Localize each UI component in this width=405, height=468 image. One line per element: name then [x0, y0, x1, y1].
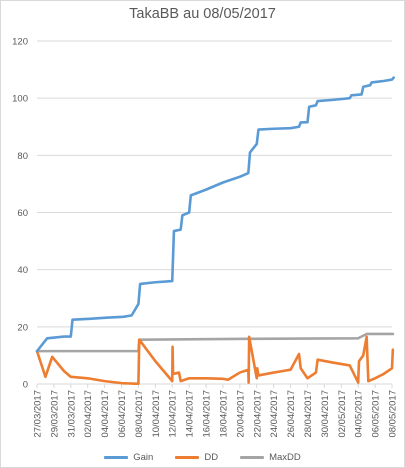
x-tick-label: 08/04/2017 — [134, 390, 145, 438]
y-tick-label: 0 — [23, 380, 28, 391]
legend-label: MaxDD — [269, 452, 301, 463]
x-tick-label: 14/04/2017 — [185, 390, 196, 438]
x-tick-label: 16/04/2017 — [202, 390, 213, 438]
legend-swatch — [240, 456, 265, 459]
x-tick-label: 31/03/2017 — [66, 390, 77, 438]
x-tick-label: 06/04/2017 — [117, 390, 128, 438]
legend-swatch — [104, 456, 129, 459]
x-tick-label: 08/05/2017 — [388, 390, 399, 438]
legend-item-gain: Gain — [104, 452, 153, 463]
y-tick-label: 100 — [12, 94, 28, 105]
x-tick-label: 02/04/2017 — [83, 390, 94, 438]
chart-title: TakaBB au 08/05/2017 — [129, 6, 276, 22]
x-tick-label: 24/04/2017 — [269, 390, 280, 438]
x-tick-label: 29/03/2017 — [49, 390, 60, 438]
x-tick-label: 18/04/2017 — [218, 390, 229, 438]
legend-item-dd: DD — [175, 452, 218, 463]
x-tick-label: 06/05/2017 — [371, 390, 382, 438]
y-tick-label: 20 — [17, 322, 28, 333]
series-line-gain — [35, 76, 395, 353]
legend-label: DD — [204, 452, 219, 463]
y-tick-label: 40 — [17, 265, 28, 276]
y-axis-ticks: 0 20 40 60 80 100 120 — [12, 37, 28, 391]
legend-label: Gain — [133, 452, 154, 463]
x-tick-label: 22/04/2017 — [252, 390, 263, 438]
x-tick-label: 30/04/2017 — [320, 390, 331, 438]
y-tick-label: 120 — [12, 37, 28, 48]
y-tick-label: 80 — [17, 151, 28, 162]
x-tick-label: 04/04/2017 — [100, 390, 111, 438]
series-line-dd — [35, 335, 395, 386]
x-tick-label: 28/04/2017 — [303, 390, 314, 438]
x-tick-label: 26/04/2017 — [286, 390, 297, 438]
series-lines — [35, 76, 395, 386]
gridlines — [37, 40, 392, 385]
x-tick-label: 27/03/2017 — [33, 390, 44, 438]
series-line-maxdd — [35, 332, 395, 353]
x-tick-label: 20/04/2017 — [235, 390, 246, 438]
x-tick-label: 10/04/2017 — [151, 390, 162, 438]
legend-swatch — [175, 456, 200, 459]
chart-legend: Gain DD MaxDD — [0, 452, 405, 463]
y-tick-label: 60 — [17, 208, 28, 219]
x-axis-ticks: 27/03/2017 29/03/2017 31/03/2017 02/04/2017… — [33, 384, 399, 438]
x-tick-label: 12/04/2017 — [168, 390, 179, 438]
legend-item-maxdd: MaxDD — [240, 452, 301, 463]
x-tick-label: 02/05/2017 — [337, 390, 348, 438]
x-tick-label: 04/05/2017 — [354, 390, 365, 438]
